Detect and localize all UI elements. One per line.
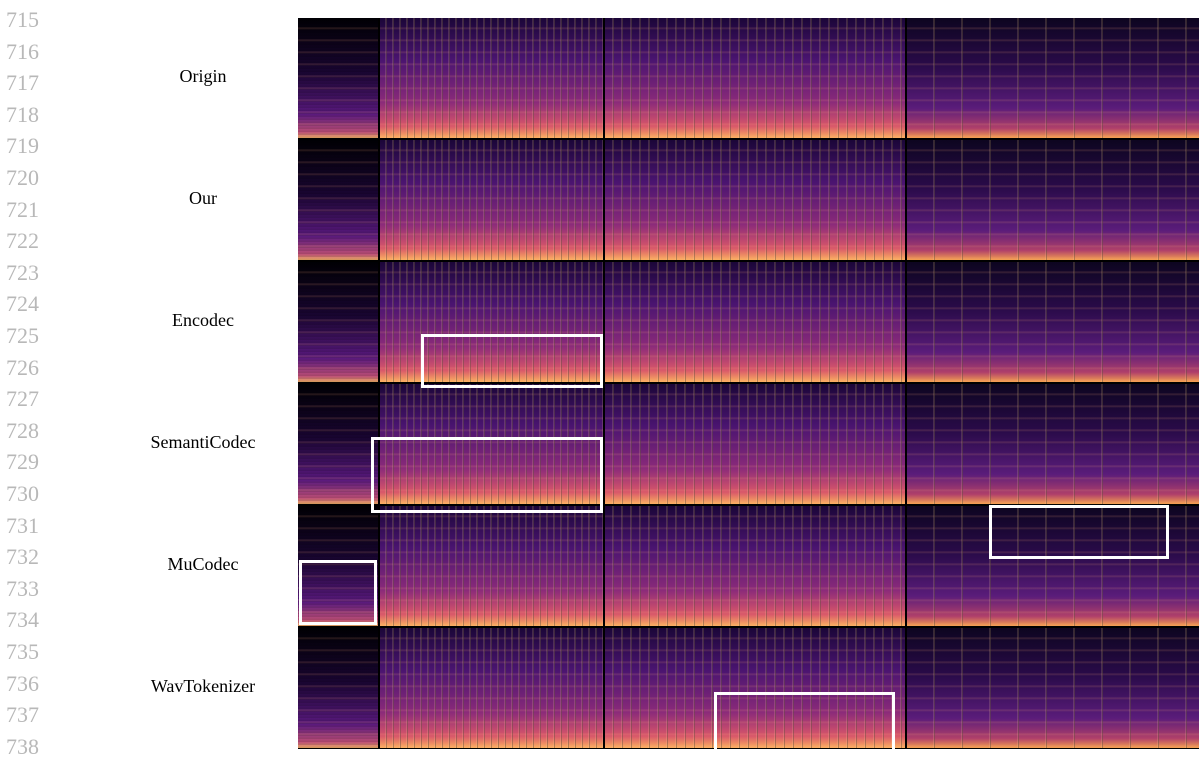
line-number: 716 [6, 41, 50, 63]
line-number: 724 [6, 293, 50, 315]
line-number: 731 [6, 515, 50, 537]
spectrogram [380, 628, 603, 748]
spectrogram [907, 262, 1199, 382]
row-label: Encodec [103, 310, 303, 330]
spectrogram [380, 140, 603, 260]
spectrogram [907, 628, 1199, 748]
line-number: 733 [6, 578, 50, 600]
spectrogram [380, 18, 603, 138]
line-number: 738 [6, 736, 50, 758]
line-number: 730 [6, 483, 50, 505]
spectrogram [605, 506, 905, 626]
row-label: MuCodec [103, 554, 303, 574]
line-number: 722 [6, 230, 50, 252]
line-number: 732 [6, 546, 50, 568]
line-number: 719 [6, 135, 50, 157]
highlight-box [421, 334, 603, 388]
spectrogram [298, 262, 378, 382]
spectrogram [605, 384, 905, 504]
line-number: 734 [6, 609, 50, 631]
spectrogram [298, 18, 378, 138]
line-number: 728 [6, 420, 50, 442]
line-number: 717 [6, 72, 50, 94]
row-label: Our [103, 188, 303, 208]
highlight-box [371, 437, 603, 513]
line-number: 718 [6, 104, 50, 126]
line-number: 725 [6, 325, 50, 347]
line-number: 726 [6, 357, 50, 379]
spectrogram [907, 140, 1199, 260]
line-number: 736 [6, 673, 50, 695]
line-number: 737 [6, 704, 50, 726]
line-number: 721 [6, 199, 50, 221]
row-label: SemantiCodec [103, 432, 303, 452]
spectrogram [380, 506, 603, 626]
spectrogram [907, 384, 1199, 504]
line-number: 735 [6, 641, 50, 663]
spectrogram [298, 628, 378, 748]
highlight-box [299, 560, 377, 625]
line-number: 720 [6, 167, 50, 189]
spectrogram [605, 262, 905, 382]
spectrogram [605, 140, 905, 260]
highlight-box [714, 692, 895, 752]
spectrogram [298, 140, 378, 260]
page: {"line_numbers": [715, 716, 717, 718, 71… [0, 0, 1199, 749]
line-number: 729 [6, 451, 50, 473]
highlight-box [989, 505, 1169, 559]
spectrogram [605, 18, 905, 138]
line-number: 727 [6, 388, 50, 410]
line-number: 723 [6, 262, 50, 284]
line-number: 715 [6, 9, 50, 31]
spectrogram [298, 384, 378, 504]
spectrogram [907, 18, 1199, 138]
row-label: Origin [103, 66, 303, 86]
row-label: WavTokenizer [103, 676, 303, 696]
